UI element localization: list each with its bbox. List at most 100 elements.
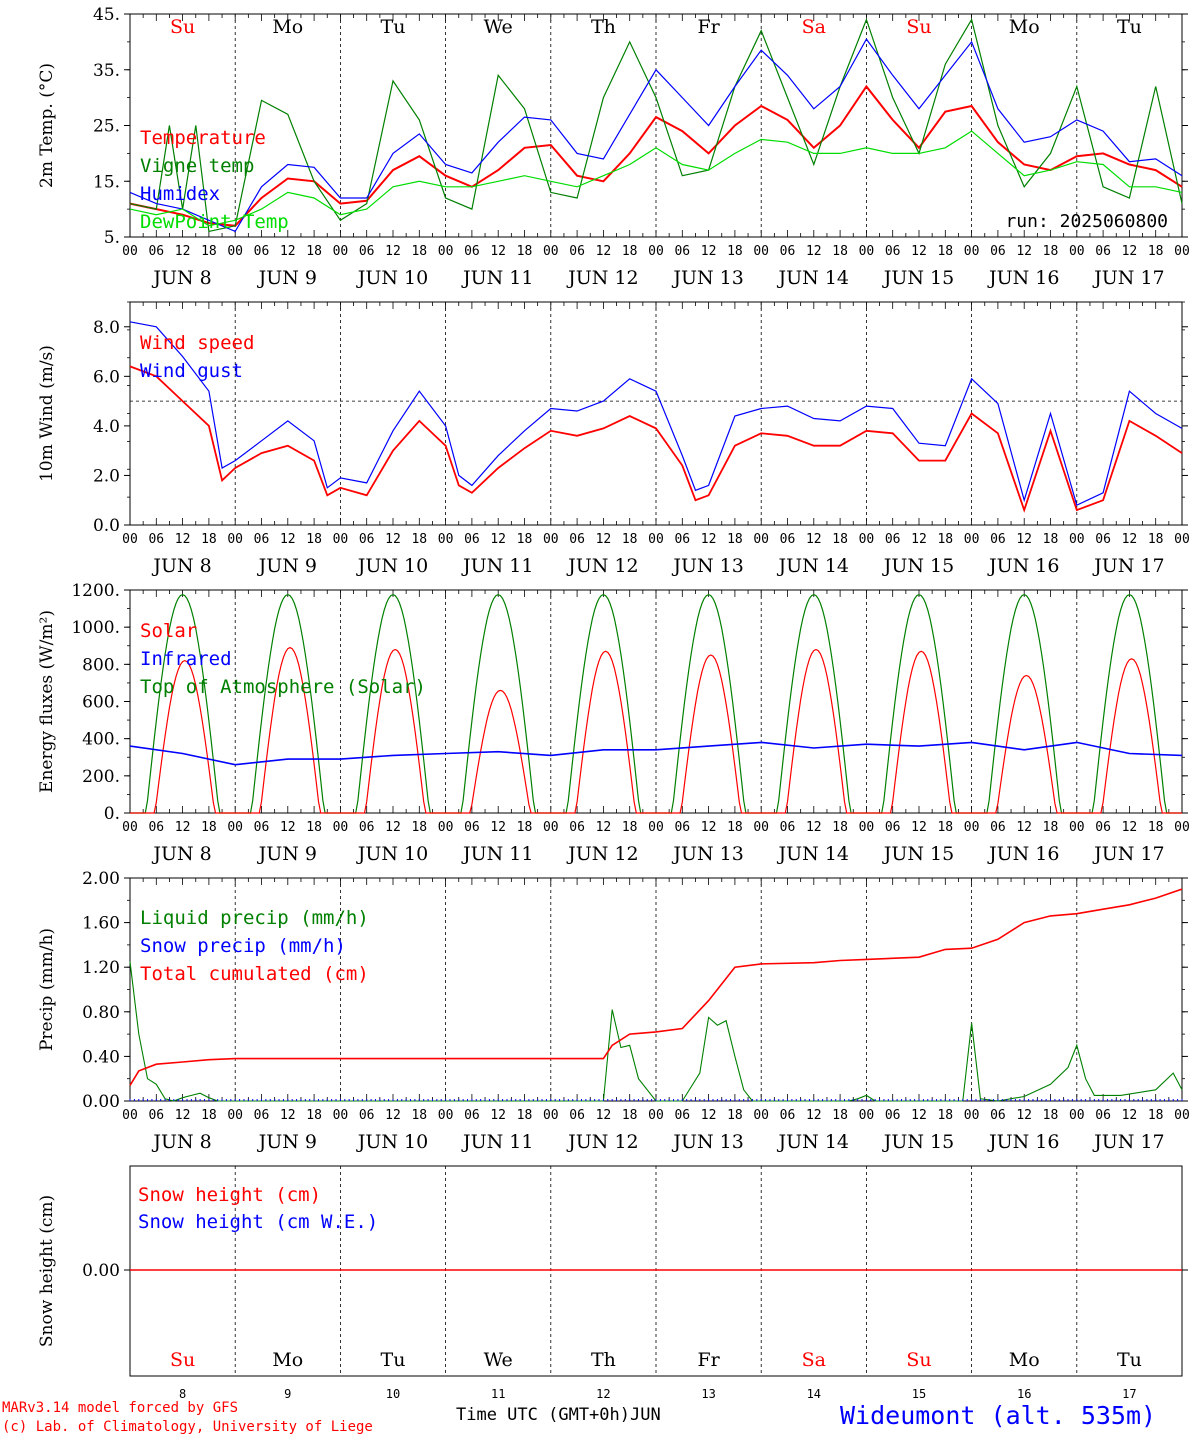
hour-tick-label: 06 <box>148 532 164 547</box>
hour-tick-label: 06 <box>254 244 270 259</box>
hour-tick-label: 06 <box>990 1108 1006 1123</box>
weekday-label: Mo <box>1009 1349 1040 1371</box>
hour-tick-label: 18 <box>201 1108 217 1123</box>
hour-tick-label: 00 <box>1174 1108 1190 1123</box>
y-tick-label: 0.40 <box>82 1047 120 1067</box>
day-label: JUN 9 <box>257 555 317 577</box>
weekday-label: Su <box>906 16 931 38</box>
series-line <box>129 321 1183 507</box>
hour-tick-label: 06 <box>990 244 1006 259</box>
legend-entry-2: Snow height (cm W.E.) <box>138 1211 378 1233</box>
hour-tick-label: 18 <box>517 820 533 835</box>
time-axis-text: Time UTC (GMT+0h) <box>456 1405 630 1425</box>
weekday-label: Fr <box>697 16 720 38</box>
day-number-label: 15 <box>912 1387 926 1401</box>
panel-frame <box>129 589 1183 814</box>
y-axis-label: 2m Temp. (°C) <box>37 63 57 188</box>
hour-tick-label: 06 <box>780 244 796 259</box>
weekday-label: Su <box>170 16 195 38</box>
hour-tick-label: 12 <box>490 244 506 259</box>
hour-tick-label: 18 <box>517 532 533 547</box>
credit-line-2: (c) Lab. of Climatology, University of L… <box>2 1419 373 1435</box>
day-number-label: 12 <box>596 1387 610 1401</box>
hour-tick-label: 06 <box>254 1108 270 1123</box>
hour-tick-label: 12 <box>701 820 717 835</box>
y-tick-label: 0.0 <box>93 516 120 536</box>
day-label: JUN 10 <box>356 1131 428 1153</box>
day-number-label: 14 <box>807 1387 821 1401</box>
y-tick-label: 0.00 <box>82 1261 120 1281</box>
hour-tick-label: 00 <box>438 244 454 259</box>
weekday-label: Sa <box>802 1349 826 1371</box>
y-tick-label: 800. <box>82 655 120 675</box>
hour-tick-label: 00 <box>964 532 980 547</box>
weekday-label: Th <box>591 1349 616 1371</box>
day-label: JUN 10 <box>356 555 428 577</box>
y-tick-label: 600. <box>82 693 120 713</box>
hour-tick-label: 18 <box>727 244 743 259</box>
panel-3: 00 06 12 18 00 06 12 18 00 06 12 18 00 06 12 18 00 06 12 18… <box>37 581 1190 865</box>
hour-tick-label: 18 <box>622 244 638 259</box>
hour-tick-label: 12 <box>911 244 927 259</box>
panel-frame <box>129 13 1183 238</box>
hour-tick-label: 00 <box>859 1108 875 1123</box>
hour-tick-label: 18 <box>727 1108 743 1123</box>
hour-tick-label: 12 <box>806 820 822 835</box>
weekday-label: We <box>484 1349 513 1371</box>
legend-entry-2: Wind gust <box>140 360 243 382</box>
y-tick-label: 2.00 <box>82 869 120 889</box>
hour-tick-label: 00 <box>1174 244 1190 259</box>
hour-tick-label: 00 <box>438 532 454 547</box>
y-axis-label: 10m Wind (m/s) <box>37 345 57 482</box>
hour-tick-label: 18 <box>1043 532 1059 547</box>
y-tick-label: 1.20 <box>82 958 120 978</box>
hour-tick-label: 06 <box>569 820 585 835</box>
hour-tick-label: 18 <box>411 820 427 835</box>
series-line <box>129 888 1183 1086</box>
hour-tick-label: 12 <box>1016 532 1032 547</box>
y-tick-label: 400. <box>82 730 120 750</box>
weekday-label: Su <box>906 1349 931 1371</box>
day-number-label: 16 <box>1017 1387 1031 1401</box>
hour-tick-label: 18 <box>727 532 743 547</box>
hour-tick-label: 18 <box>1043 1108 1059 1123</box>
hour-tick-label: 12 <box>490 532 506 547</box>
hour-tick-label: 06 <box>990 820 1006 835</box>
legend-entry-2: Vigne temp <box>140 155 254 177</box>
day-label: JUN 14 <box>777 843 849 865</box>
day-label: JUN 8 <box>151 843 211 865</box>
hour-tick-label: 06 <box>569 244 585 259</box>
hour-tick-label: 12 <box>385 1108 401 1123</box>
day-label: JUN 14 <box>777 267 849 289</box>
day-label: JUN 16 <box>987 1131 1059 1153</box>
y-tick-label: 8.0 <box>93 318 120 338</box>
hour-tick-label: 18 <box>1043 244 1059 259</box>
hour-tick-label: 12 <box>806 244 822 259</box>
hour-tick-label: 18 <box>937 244 953 259</box>
hour-tick-label: 00 <box>227 532 243 547</box>
day-label: JUN 12 <box>566 555 638 577</box>
hour-tick-label: 18 <box>937 1108 953 1123</box>
hour-tick-label: 18 <box>411 244 427 259</box>
hour-tick-label: 00 <box>122 532 138 547</box>
weekday-label: Tu <box>1117 1349 1142 1371</box>
hour-tick-label: 06 <box>674 532 690 547</box>
y-axis-label: Energy fluxes (W/m²) <box>37 610 57 793</box>
hour-tick-label: 06 <box>1095 820 1111 835</box>
y-tick-label: 45. <box>93 5 120 25</box>
hour-tick-label: 18 <box>832 532 848 547</box>
hour-tick-label: 12 <box>701 532 717 547</box>
day-label: JUN 17 <box>1092 1131 1164 1153</box>
hour-tick-label: 06 <box>464 1108 480 1123</box>
series-line <box>129 741 1183 766</box>
day-label: JUN 15 <box>882 843 954 865</box>
legend-entry-2: Snow precip (mm/h) <box>140 935 346 957</box>
hour-tick-label: 06 <box>359 244 375 259</box>
hour-tick-label: 12 <box>911 820 927 835</box>
hour-tick-label: 18 <box>832 820 848 835</box>
day-label: JUN 9 <box>257 267 317 289</box>
hour-tick-label: 18 <box>306 532 322 547</box>
day-label: JUN 8 <box>151 267 211 289</box>
hour-tick-label: 00 <box>543 244 559 259</box>
hour-tick-label: 00 <box>333 244 349 259</box>
